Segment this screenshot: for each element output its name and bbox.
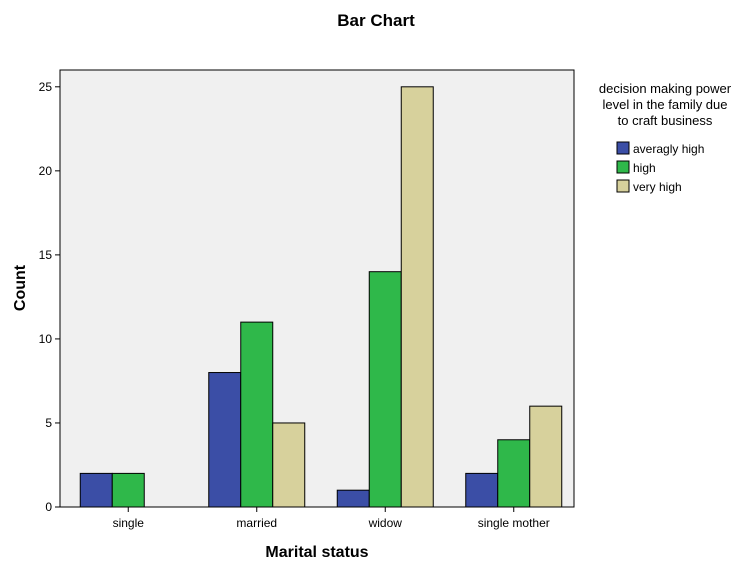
y-tick-label: 15 <box>39 248 53 262</box>
bar-averagly-high-single <box>79 472 113 508</box>
legend-swatch-very-high <box>616 179 630 193</box>
bar-very-high-widow <box>400 86 434 508</box>
legend-swatch-high <box>616 160 630 174</box>
x-axis-title: Marital status <box>265 544 368 561</box>
legend-swatch-averagly-high <box>616 141 630 155</box>
bar-high-single-mother <box>497 439 531 508</box>
bar-high-widow <box>368 271 402 508</box>
bar-averagly-high-widow <box>336 489 370 508</box>
x-tick-label: single <box>113 516 145 530</box>
bar-high-married <box>240 321 274 508</box>
y-tick-label: 10 <box>39 332 53 346</box>
x-tick-label: single mother <box>478 516 550 530</box>
legend-title-line-2: level in the family due <box>602 97 727 112</box>
legend: decision making power level in the famil… <box>599 81 732 194</box>
y-tick-label: 20 <box>39 164 53 178</box>
legend-label-averagly-high: averagly high <box>633 142 704 156</box>
chart-title: Bar Chart <box>337 11 415 30</box>
y-tick-label: 5 <box>45 416 52 430</box>
bar-high-single <box>111 472 145 508</box>
legend-label-high: high <box>633 161 656 175</box>
bar-averagly-high-married <box>208 372 242 508</box>
plot-area <box>59 69 575 508</box>
bars <box>79 86 563 508</box>
legend-title-line-1: decision making power <box>599 81 732 96</box>
y-tick-label: 25 <box>39 80 53 94</box>
legend-title-line-3: to craft business <box>618 113 713 128</box>
y-tick-label: 0 <box>45 500 52 514</box>
y-axis-title: Count <box>12 264 29 311</box>
legend-label-very-high: very high <box>633 180 682 194</box>
y-axis: 0 5 10 15 20 25 <box>39 80 60 514</box>
x-tick-label: married <box>236 516 277 530</box>
bar-very-high-married <box>272 422 306 508</box>
x-tick-label: widow <box>368 516 403 530</box>
x-axis: single married widow single mother <box>113 507 550 530</box>
bar-very-high-single-mother <box>529 405 563 508</box>
bar-averagly-high-single-mother <box>465 472 499 508</box>
